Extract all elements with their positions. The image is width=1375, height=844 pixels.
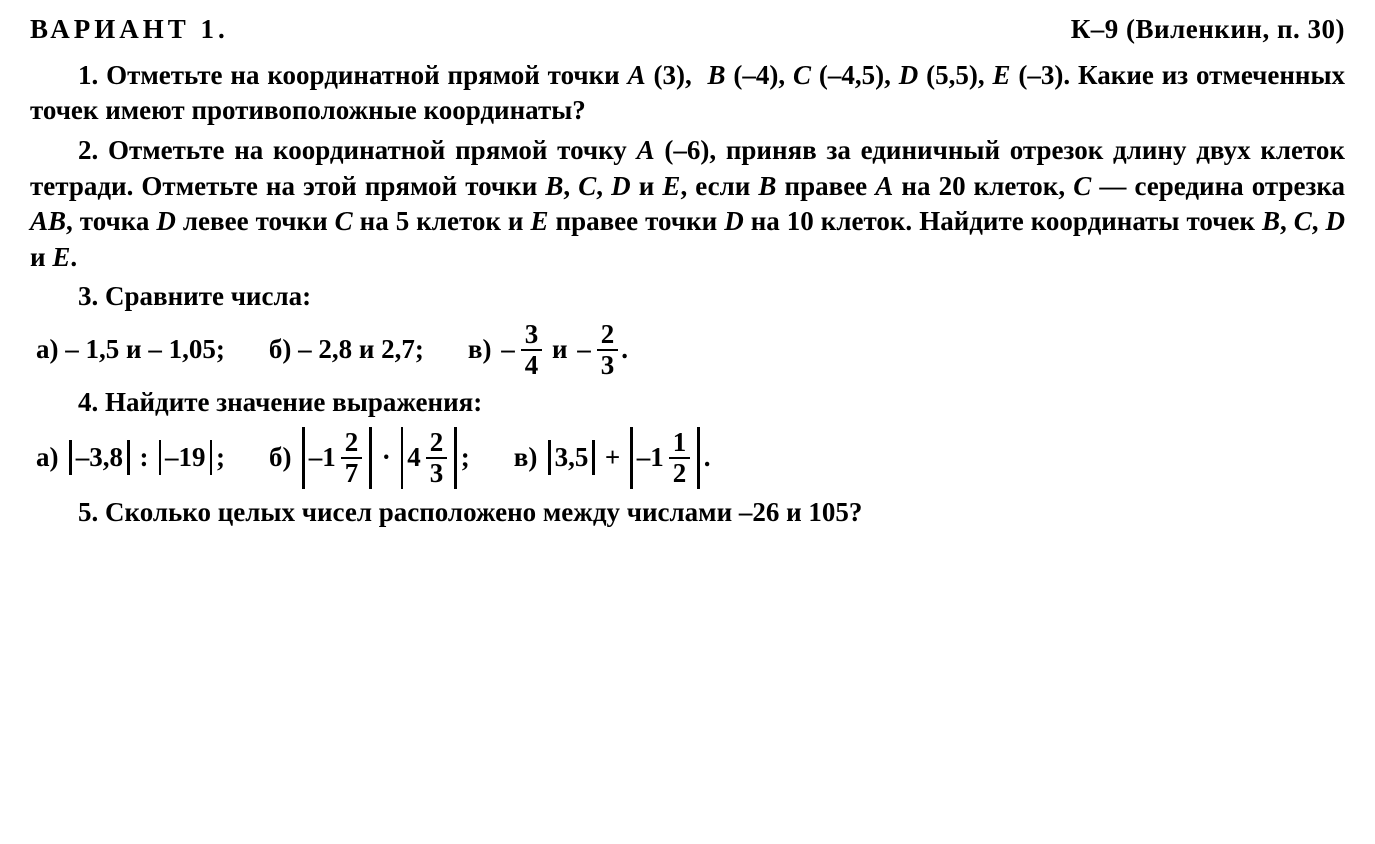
- q3c-left-num: 3: [521, 321, 543, 351]
- q4a-abs1-val: –3,8: [76, 440, 123, 476]
- q3-item-a: а) – 1,5 и – 1,05 ;: [36, 332, 225, 368]
- q4b-abs2-mixed: 4 2 3: [407, 429, 450, 487]
- q4b-abs1-den: 7: [341, 459, 363, 487]
- q4a-op: :: [140, 440, 149, 476]
- question-5: 5. Сколько целых чисел расположено между…: [30, 495, 1345, 531]
- q3b-right: 2,7: [381, 332, 415, 368]
- q4b-abs2-num: 2: [426, 429, 448, 459]
- q3a-right: – 1,05: [148, 332, 216, 368]
- q4-item-c: в) 3,5 + – 1 1 2 .: [514, 427, 711, 489]
- q3c-left-den: 4: [521, 351, 543, 379]
- q4b-abs2-den: 3: [426, 459, 448, 487]
- q3c-right-sign: –: [577, 332, 591, 368]
- q3a-label: а): [36, 332, 59, 368]
- question-5-text: 5. Сколько целых чисел расположено между…: [78, 497, 862, 527]
- q3c-right-den: 3: [597, 351, 619, 379]
- variant-label: ВАРИАНТ 1.: [30, 12, 229, 48]
- q3b-left: – 2,8: [298, 332, 352, 368]
- q3c-left-frac: 3 4: [521, 321, 543, 379]
- q4b-abs1-frac: 2 7: [341, 429, 363, 487]
- q3a-conj: и: [126, 332, 142, 368]
- q3c-right-frac: 2 3: [597, 321, 619, 379]
- q4b-abs2-frac: 2 3: [426, 429, 448, 487]
- question-4-lead: 4. Найдите значение выражения:: [30, 385, 1345, 421]
- q4a-abs2: –19: [155, 440, 217, 476]
- q3a-suffix: ;: [216, 332, 225, 368]
- q4c-suffix: .: [704, 440, 711, 476]
- q4c-abs1-val: 3,5: [555, 440, 589, 476]
- q3b-label: б): [269, 332, 292, 368]
- q3c-conj: и: [552, 332, 568, 368]
- source-label: К–9 (Виленкин, п. 30): [1071, 12, 1345, 48]
- q4c-abs2-num: 1: [669, 429, 691, 459]
- q4b-abs1: – 1 2 7: [298, 427, 376, 489]
- q3b-conj: и: [359, 332, 375, 368]
- q4b-abs1-sign: –: [309, 440, 323, 476]
- worksheet-page: ВАРИАНТ 1. К–9 (Виленкин, п. 30) 1. Отме…: [0, 0, 1375, 844]
- q4a-abs1: –3,8: [65, 440, 133, 476]
- q4c-label: в): [514, 440, 538, 476]
- q4b-label: б): [269, 440, 292, 476]
- q4-item-a: а) –3,8 : –19 ;: [36, 440, 225, 476]
- q3b-suffix: ;: [415, 332, 424, 368]
- q4c-abs2-whole: 1: [650, 440, 664, 476]
- q4c-abs1: 3,5: [544, 440, 599, 476]
- q4b-abs2: 4 2 3: [397, 427, 461, 489]
- q3c-left-sign: –: [501, 332, 515, 368]
- q4a-abs2-val: –19: [165, 440, 206, 476]
- q4c-abs2: – 1 1 2: [626, 427, 704, 489]
- q4b-abs1-whole: 1: [322, 440, 336, 476]
- q4b-abs1-mixed: 1 2 7: [322, 429, 365, 487]
- question-3-items: а) – 1,5 и – 1,05 ; б) – 2,8 и 2,7 ; в) …: [36, 321, 1345, 379]
- q3a-left: – 1,5: [65, 332, 119, 368]
- header-row: ВАРИАНТ 1. К–9 (Виленкин, п. 30): [30, 12, 1345, 48]
- q3c-suffix: .: [621, 332, 628, 368]
- question-2: 2. Отметьте на координатной прямой точку…: [30, 133, 1345, 276]
- q4a-suffix: ;: [216, 440, 225, 476]
- q4c-abs2-sign: –: [637, 440, 651, 476]
- q3c-right-num: 2: [597, 321, 619, 351]
- question-1: 1. Отметьте на координатной прямой точки…: [30, 58, 1345, 129]
- q4-item-b: б) – 1 2 7 · 4 2 3: [269, 427, 470, 489]
- q4c-abs2-mixed: 1 1 2: [650, 429, 693, 487]
- q4b-abs2-whole: 4: [407, 440, 421, 476]
- question-2-text: 2. Отметьте на координатной прямой точку…: [30, 135, 1345, 272]
- q4c-op: +: [605, 440, 620, 476]
- q3c-label: в): [468, 332, 492, 368]
- q4c-abs2-frac: 1 2: [669, 429, 691, 487]
- question-3-lead: 3. Сравните числа:: [30, 279, 1345, 315]
- q4b-suffix: ;: [461, 440, 470, 476]
- question-4-items: а) –3,8 : –19 ; б) – 1 2 7: [36, 427, 1345, 489]
- question-1-text: 1. Отметьте на координатной прямой точки…: [30, 60, 1345, 126]
- q3-item-b: б) – 2,8 и 2,7 ;: [269, 332, 424, 368]
- q4a-label: а): [36, 440, 59, 476]
- q4b-abs1-num: 2: [341, 429, 363, 459]
- q4b-op: ·: [382, 440, 391, 476]
- q3-item-c: в) – 3 4 и – 2 3 .: [468, 321, 628, 379]
- q4c-abs2-den: 2: [669, 459, 691, 487]
